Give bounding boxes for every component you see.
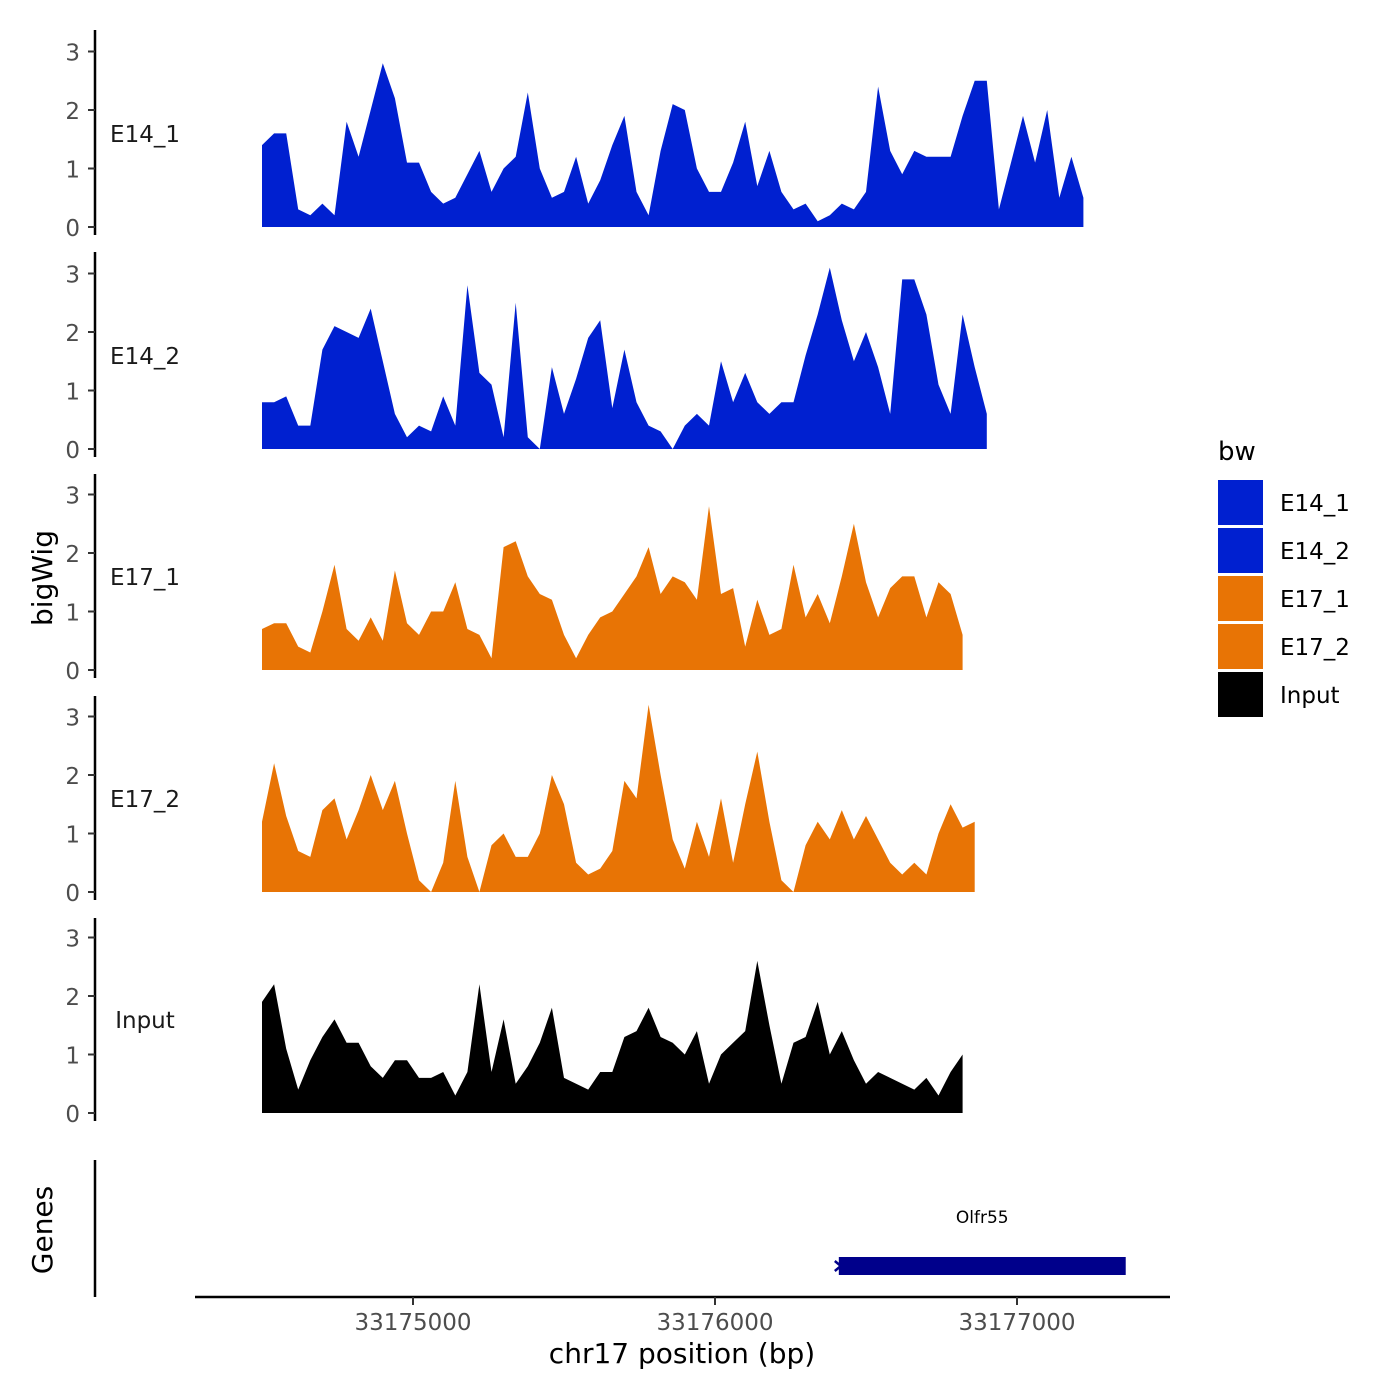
x-axis-title: chr17 position (bp) [549, 1337, 815, 1370]
gene-strand-arrow [834, 1260, 843, 1272]
y-tick-label: 1 [65, 380, 80, 406]
track-panel-e17-1: 0 1 2 3 E17_1 [65, 474, 963, 685]
area-e17-2 [262, 704, 975, 892]
y-tick-label: 0 [65, 438, 80, 464]
y-tick-label: 3 [65, 484, 80, 510]
track-panel-e14-1: 0 1 2 3 E14_1 [65, 30, 1084, 242]
x-axis: chr17 position (bp) 33175000 33176000 3317… [195, 1295, 1170, 1370]
x-tick-label: 33177000 [958, 1310, 1075, 1336]
y-tick-label: 3 [65, 41, 80, 67]
y-tick-label: 3 [65, 706, 80, 732]
y-tick-label: 0 [65, 216, 80, 242]
y-tick-label: 3 [65, 263, 80, 289]
legend: bw E14_1 E14_2 E17_1 E17_2 Input [1218, 437, 1350, 717]
y-tick-label: 0 [65, 1102, 80, 1128]
track-label: E14_1 [110, 122, 180, 148]
track-label: E17_1 [110, 565, 180, 591]
y-tick-label: 2 [65, 321, 80, 347]
area-e14-2 [262, 267, 987, 449]
genes-track: Genes Olfr55 [26, 1160, 1126, 1297]
y-tick-label: 1 [65, 601, 80, 627]
gene-body-olfr55 [838, 1257, 1126, 1275]
legend-label: E14_1 [1280, 491, 1350, 517]
track-panel-e14-2: 0 1 2 3 E14_2 [65, 252, 987, 464]
y-tick-label: 1 [65, 1044, 80, 1070]
legend-title: bw [1218, 437, 1256, 467]
track-label: E14_2 [110, 344, 180, 370]
legend-swatch-input [1218, 672, 1263, 717]
area-input [262, 960, 963, 1113]
track-panel-e17-2: 0 1 2 3 E17_2 [65, 696, 975, 907]
y-tick-label: 2 [65, 764, 80, 790]
legend-swatch-e17-2 [1218, 624, 1263, 669]
track-panels: 0 1 2 3 E14_1 0 1 2 3 E14_2 0 1 2 3 E17_1 0 1 2 3 E17_2 0 1 2 3… [65, 30, 1084, 1128]
legend-swatch-e14-1 [1218, 480, 1263, 525]
track-label: Input [115, 1008, 175, 1034]
legend-label: E17_2 [1280, 635, 1350, 661]
y-tick-label: 1 [65, 158, 80, 184]
y-tick-label: 0 [65, 659, 80, 685]
legend-label: E17_1 [1280, 587, 1350, 613]
y-tick-label: 0 [65, 881, 80, 907]
legend-swatch-e17-1 [1218, 576, 1263, 621]
y-axis-title: bigWig [26, 530, 59, 626]
gene-label: Olfr55 [956, 1208, 1009, 1228]
genes-track-label: Genes [26, 1186, 59, 1274]
y-tick-label: 2 [65, 542, 80, 568]
y-tick-label: 1 [65, 823, 80, 849]
area-e14-1 [262, 63, 1084, 228]
x-tick-label: 33176000 [656, 1310, 773, 1336]
track-panel-input: 0 1 2 3 Input [65, 918, 963, 1128]
legend-label: Input [1280, 683, 1340, 709]
x-tick-label: 33175000 [354, 1310, 471, 1336]
y-tick-label: 3 [65, 927, 80, 953]
y-tick-label: 2 [65, 985, 80, 1011]
legend-label: E14_2 [1280, 539, 1350, 565]
legend-swatch-e14-2 [1218, 528, 1263, 573]
y-tick-label: 2 [65, 99, 80, 125]
track-label: E17_2 [110, 787, 180, 813]
area-e17-1 [262, 506, 963, 670]
